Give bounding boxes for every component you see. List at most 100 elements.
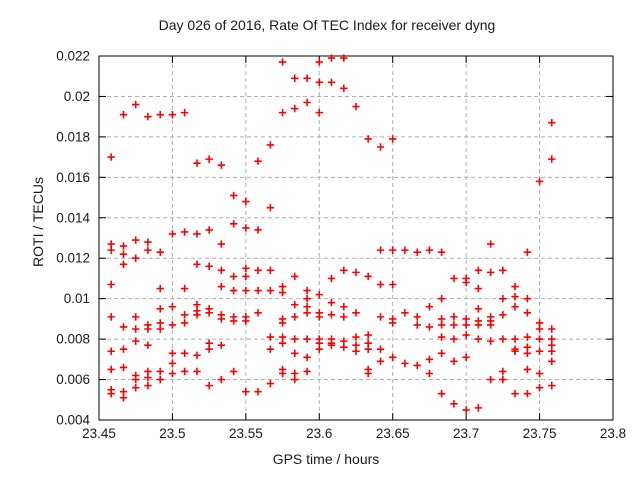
x-tick-label: 23.75 <box>523 426 557 441</box>
data-point <box>132 100 140 109</box>
data-point <box>389 135 397 143</box>
data-point <box>340 84 348 93</box>
data-point <box>303 294 311 303</box>
data-point <box>499 375 507 384</box>
data-point <box>474 266 483 275</box>
data-point <box>486 375 495 384</box>
data-point <box>278 288 287 297</box>
data-point <box>315 78 323 86</box>
data-point <box>107 153 115 161</box>
data-point <box>462 406 470 414</box>
data-point <box>254 309 262 317</box>
data-point <box>217 315 226 323</box>
data-point <box>450 321 458 329</box>
data-point <box>291 313 299 321</box>
data-point <box>437 349 446 357</box>
data-point <box>205 345 213 353</box>
x-axis-label: GPS time / hours <box>273 451 380 467</box>
data-point <box>156 110 164 119</box>
x-tick-labels: 23.45 23.5 23.55 23.6 23.65 23.7 23.75 23.8 <box>82 426 626 441</box>
data-point <box>156 284 164 293</box>
data-point <box>205 262 213 271</box>
data-point <box>303 98 311 107</box>
data-point <box>474 404 483 412</box>
data-point <box>107 365 115 374</box>
data-point <box>389 280 397 289</box>
data-point <box>193 230 201 238</box>
data-point <box>291 349 299 357</box>
y-tick-label: 0.004 <box>56 413 90 428</box>
data-point <box>291 375 299 384</box>
data-point <box>278 339 287 347</box>
data-point <box>315 290 323 299</box>
data-point <box>168 230 177 238</box>
data-point <box>376 345 385 353</box>
data-point <box>217 375 226 384</box>
data-point <box>180 367 189 376</box>
data-point <box>535 369 544 378</box>
data-point <box>229 191 238 200</box>
data-point <box>499 311 507 319</box>
data-point <box>132 236 140 244</box>
data-point <box>144 238 152 246</box>
plot-frame <box>98 55 614 421</box>
data-point <box>303 353 311 362</box>
data-point <box>168 303 177 311</box>
data-point <box>499 294 507 303</box>
data-point <box>291 301 299 309</box>
data-point <box>254 286 262 295</box>
data-point <box>523 333 532 341</box>
data-point <box>107 280 115 289</box>
y-tick-label: 0.014 <box>56 210 90 225</box>
y-tick-label: 0.02 <box>64 89 90 104</box>
data-point <box>413 313 421 321</box>
data-point <box>315 108 323 117</box>
data-point <box>180 108 189 117</box>
data-point <box>352 333 360 341</box>
data-point <box>229 367 238 376</box>
data-point <box>242 286 250 295</box>
y-tick-label: 0.012 <box>56 251 90 266</box>
data-point <box>450 313 458 321</box>
data-point <box>486 240 495 248</box>
data-point <box>156 375 164 384</box>
data-point <box>352 268 360 277</box>
data-point <box>401 309 409 317</box>
data-point <box>523 309 532 317</box>
data-point <box>511 303 519 311</box>
data-point <box>229 286 238 295</box>
data-point <box>193 311 201 319</box>
data-point <box>437 321 446 329</box>
data-point <box>144 112 152 121</box>
data-point <box>168 349 177 357</box>
data-point <box>107 313 115 321</box>
data-point <box>266 266 275 275</box>
data-point <box>144 341 152 349</box>
data-point <box>242 197 250 206</box>
data-point <box>462 321 470 329</box>
data-point <box>413 321 421 329</box>
data-point <box>535 383 544 392</box>
data-point <box>450 274 458 283</box>
data-point <box>144 325 152 333</box>
data-point <box>511 390 519 398</box>
data-point <box>548 381 556 390</box>
y-tick-label: 0.01 <box>64 291 90 306</box>
data-point <box>511 335 519 343</box>
data-point <box>217 266 226 275</box>
x-tick-label: 23.6 <box>306 426 332 441</box>
data-point <box>132 337 140 345</box>
x-tick-label: 23.65 <box>376 426 410 441</box>
data-point <box>523 349 532 357</box>
data-point <box>376 280 385 289</box>
data-point <box>229 220 238 228</box>
data-point <box>486 321 495 329</box>
data-point <box>535 347 544 355</box>
data-point <box>168 369 177 378</box>
data-point <box>535 177 544 186</box>
data-point <box>144 373 152 382</box>
data-point <box>144 381 152 390</box>
data-point <box>132 313 140 321</box>
data-point <box>119 345 128 353</box>
